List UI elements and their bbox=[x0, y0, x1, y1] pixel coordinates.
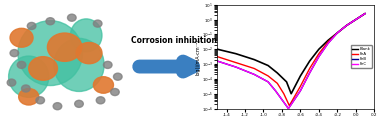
Blank bbox=[307, 60, 312, 62]
FeA bbox=[215, 56, 220, 57]
Blank bbox=[289, 93, 293, 94]
FeA bbox=[363, 13, 367, 14]
Circle shape bbox=[29, 57, 57, 80]
FeB bbox=[317, 56, 321, 57]
FeA bbox=[326, 41, 330, 42]
Circle shape bbox=[22, 85, 30, 92]
FeB bbox=[326, 43, 330, 44]
FeA bbox=[266, 75, 270, 77]
FeA bbox=[298, 86, 303, 87]
Text: Corrosion inhibition: Corrosion inhibition bbox=[131, 36, 217, 45]
Circle shape bbox=[7, 79, 16, 86]
Blank bbox=[252, 59, 257, 60]
Legend: Blank, FeA, FeB, FeC: Blank, FeA, FeB, FeC bbox=[350, 45, 372, 68]
Blank bbox=[298, 75, 303, 77]
Circle shape bbox=[19, 88, 39, 105]
FeC bbox=[234, 66, 238, 68]
FeC bbox=[335, 32, 339, 34]
FeC bbox=[344, 25, 349, 26]
FeB bbox=[335, 32, 339, 34]
FeA bbox=[317, 53, 321, 54]
Blank bbox=[266, 65, 270, 66]
Circle shape bbox=[46, 18, 54, 25]
Circle shape bbox=[93, 20, 102, 27]
Circle shape bbox=[10, 28, 33, 47]
FeA bbox=[234, 62, 238, 63]
FeB bbox=[298, 90, 303, 91]
Circle shape bbox=[68, 14, 76, 21]
FeA bbox=[275, 83, 280, 84]
Ellipse shape bbox=[70, 19, 102, 52]
Circle shape bbox=[75, 100, 83, 107]
FeA bbox=[282, 93, 286, 94]
Line: FeC: FeC bbox=[217, 14, 365, 109]
Circle shape bbox=[36, 97, 45, 104]
Circle shape bbox=[47, 33, 82, 61]
Blank bbox=[317, 48, 321, 50]
FeC bbox=[215, 60, 220, 62]
FeB bbox=[234, 66, 238, 68]
Blank bbox=[335, 32, 339, 34]
Circle shape bbox=[104, 61, 112, 68]
Circle shape bbox=[113, 73, 122, 80]
Circle shape bbox=[27, 22, 36, 30]
Line: FeA: FeA bbox=[217, 14, 365, 106]
FancyArrowPatch shape bbox=[139, 62, 193, 72]
Line: FeB: FeB bbox=[217, 14, 365, 109]
Blank bbox=[344, 25, 349, 26]
FeB bbox=[353, 19, 358, 20]
Blank bbox=[215, 48, 220, 50]
FeB bbox=[215, 60, 220, 62]
FeC bbox=[266, 81, 270, 83]
FeB bbox=[363, 13, 367, 14]
FeC bbox=[326, 43, 330, 44]
Blank bbox=[353, 19, 358, 20]
FeB bbox=[252, 74, 257, 75]
FeB bbox=[280, 99, 284, 100]
Circle shape bbox=[10, 50, 19, 57]
Blank bbox=[284, 81, 289, 83]
FeC bbox=[317, 56, 321, 57]
FeC bbox=[298, 90, 303, 91]
Circle shape bbox=[53, 103, 62, 110]
Ellipse shape bbox=[54, 38, 104, 91]
Blank bbox=[275, 72, 280, 74]
FeC bbox=[353, 19, 358, 20]
FeC bbox=[363, 13, 367, 14]
Blank bbox=[326, 40, 330, 41]
FeC bbox=[252, 74, 257, 75]
FeA bbox=[335, 32, 339, 34]
Blank bbox=[363, 13, 367, 14]
Blank bbox=[234, 53, 238, 54]
FeA bbox=[344, 25, 349, 26]
Circle shape bbox=[76, 42, 102, 64]
FeB bbox=[286, 108, 291, 109]
FeA bbox=[353, 19, 358, 20]
Ellipse shape bbox=[18, 21, 82, 86]
Ellipse shape bbox=[9, 56, 49, 97]
FeB bbox=[307, 72, 312, 74]
Circle shape bbox=[111, 88, 119, 96]
FeB bbox=[344, 25, 349, 26]
FeC bbox=[273, 90, 278, 91]
FeB bbox=[273, 90, 278, 91]
Y-axis label: log(i/mA·cm⁻²): log(i/mA·cm⁻²) bbox=[195, 39, 200, 75]
Circle shape bbox=[17, 61, 26, 68]
Circle shape bbox=[93, 77, 113, 93]
FeA bbox=[287, 105, 291, 106]
FeC bbox=[280, 99, 284, 100]
Circle shape bbox=[96, 97, 105, 104]
FeA bbox=[252, 68, 257, 69]
Line: Blank: Blank bbox=[217, 14, 365, 94]
FeB bbox=[266, 81, 270, 83]
FeC bbox=[307, 72, 312, 74]
FeA bbox=[307, 68, 312, 69]
FeC bbox=[286, 108, 291, 109]
